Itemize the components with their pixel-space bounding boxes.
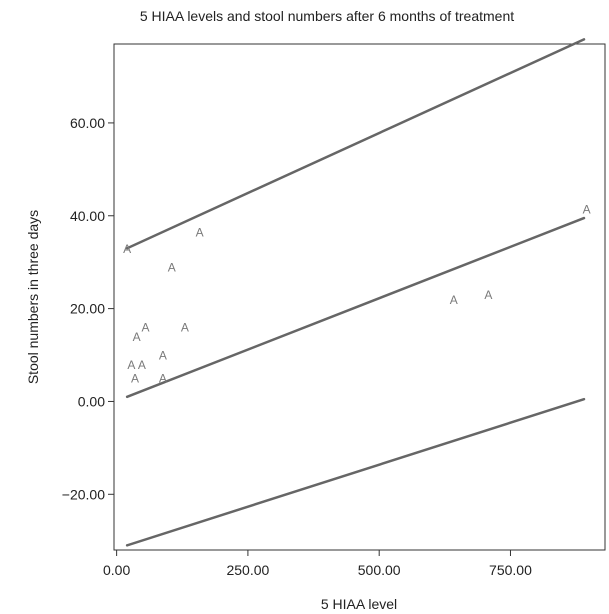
data-point: A <box>583 202 591 216</box>
y-tick-label: −20.00 <box>62 486 105 502</box>
x-axis-label: 5 HIAA level <box>321 596 397 612</box>
fit-lines <box>125 38 586 547</box>
data-point: A <box>159 349 167 363</box>
data-point: A <box>168 260 176 274</box>
regression-line <box>125 216 586 399</box>
x-axis: 0.00 250.00 500.00 750.00 <box>103 550 532 578</box>
data-point: A <box>196 226 204 240</box>
y-axis: −20.00 0.00 20.00 40.00 60.00 <box>62 115 114 502</box>
y-axis-label: Stool numbers in three days <box>25 210 41 384</box>
x-tick-label: 500.00 <box>358 562 401 578</box>
x-tick-label: 750.00 <box>489 562 532 578</box>
data-point: A <box>123 242 131 256</box>
x-tick-label: 0.00 <box>103 562 130 578</box>
data-point: A <box>142 321 150 335</box>
data-point: A <box>484 288 492 302</box>
y-tick-label: 40.00 <box>70 208 105 224</box>
data-point: A <box>138 358 146 372</box>
plot-frame <box>113 43 606 551</box>
x-tick-label: 250.00 <box>226 562 269 578</box>
regression-line <box>125 397 586 547</box>
data-point: A <box>181 321 189 335</box>
data-point: A <box>133 330 141 344</box>
y-tick-label: 60.00 <box>70 115 105 131</box>
data-point: A <box>131 372 139 386</box>
regression-line <box>125 38 586 250</box>
y-tick-label: 20.00 <box>70 301 105 317</box>
data-point: A <box>159 372 167 386</box>
chart-title: 5 HIAA levels and stool numbers after 6 … <box>140 8 514 24</box>
data-point: A <box>450 293 458 307</box>
y-tick-label: 0.00 <box>78 393 105 409</box>
data-point: A <box>127 358 135 372</box>
